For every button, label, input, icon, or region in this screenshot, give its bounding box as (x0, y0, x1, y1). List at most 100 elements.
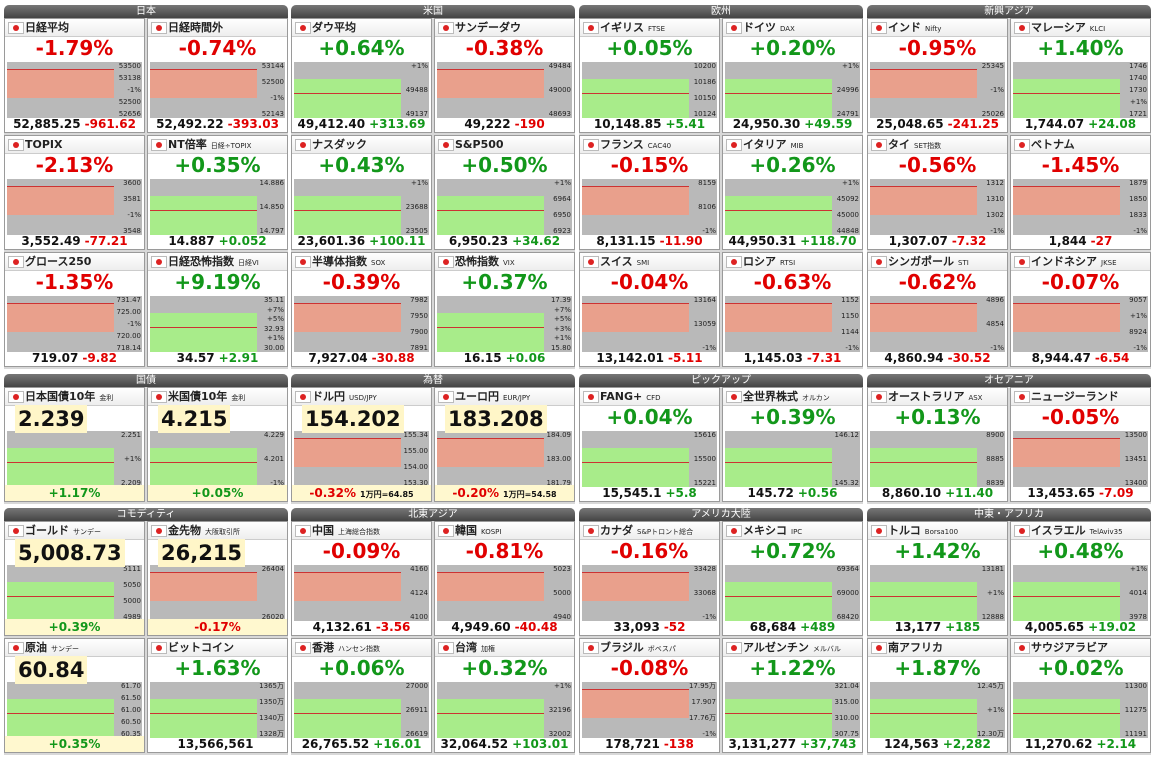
group-title: 欧州 (579, 5, 863, 18)
price: 34.57 (176, 351, 215, 365)
flag-icon (8, 391, 24, 403)
name-bar: ダウ平均 (292, 19, 431, 37)
market-cell[interactable]: マレーシア KLCI 1746 1740 1730 +1% 1721 +1.40% 1,744.… (1010, 18, 1151, 133)
market-cell[interactable]: タイ SET指数 1312 1310 1302 -1% -0.56% 1,307.07 -7.3… (867, 135, 1008, 250)
mini-chart: 321.04 315.00 310.00 307.75 (725, 682, 860, 738)
market-cell[interactable]: 香港 ハンセン指数 27000 26911 26619 +0.06% 26,765.52 +1… (291, 638, 432, 753)
market-cell[interactable]: 日経時間外 53144 52500 -1% 52143 -0.74% 52,492.22 -3… (147, 18, 288, 133)
mini-chart: 3600 3581 -1% 3548 (7, 179, 142, 235)
name-bar: ビットコイン (148, 639, 287, 657)
market-cell[interactable]: ゴールド サンデー 5111 5050 5000 4989 5,008.73 +0.39% (4, 521, 145, 636)
market-cell[interactable]: ナスダック +1% 23688 23505 +0.43% 23,601.36 +100.11 (291, 135, 432, 250)
market-cell[interactable]: イタリア MIB +1% 45092 45000 44848 +0.26% 44,950.31… (722, 135, 863, 250)
market-cell[interactable]: ビットコイン 1365万 1350万 1340万 1328万 +1.63% 13,566,5… (147, 638, 288, 753)
market-cell[interactable]: イスラエル TelAviv35 +1% 4014 3978 +0.48% 4,005.65 +… (1010, 521, 1151, 636)
axis-label: 13164 (693, 296, 716, 304)
market-cell[interactable]: 全世界株式 オルカン 146.12 145.32 +0.39% 145.72 +0.56 (722, 387, 863, 502)
mini-chart: 49484 49000 48693 (437, 62, 572, 118)
bottom-line: 8,131.15 -11.90 (580, 233, 719, 249)
price: 13,566,561 (177, 737, 254, 751)
market-cell[interactable]: サウジアラビア 11300 11275 11191 +0.02% 11,270.62 +2.… (1010, 638, 1151, 753)
axis-label: -1% (702, 227, 716, 235)
market-cell[interactable]: オーストラリア ASX 8900 8885 8839 +0.13% 8,860.10 +11.… (867, 387, 1008, 502)
market-cell[interactable]: NT倍率 日経÷TOPIX 14.886 14.850 14.797 +0.35% 14.8… (147, 135, 288, 250)
market-cell[interactable]: 中国 上海総合指数 4160 4124 4100 -0.09% 4,132.61 -3.56 (291, 521, 432, 636)
market-cell[interactable]: ユーロ円 EUR/JPY 184.09 183.00 181.79 183.208 -0.2… (434, 387, 575, 502)
axis-label: 321.04 (834, 682, 860, 690)
down-area (437, 437, 544, 468)
ref-line (725, 712, 832, 714)
ref-line (437, 326, 544, 328)
market-cell[interactable]: カナダ S&Pトロント総合 33428 33068 -1% -0.16% 33,093 -52 (579, 521, 720, 636)
market-cell[interactable]: インドネシア JKSE 9057 +1% 8924 -1% -0.07% 8,944.47 -6… (1010, 252, 1151, 367)
up-area (7, 581, 114, 621)
flag-icon (438, 525, 454, 537)
market-cell[interactable]: 日経平均 53500 53138 -1% 52500 52656 -1.79% 52,885.… (4, 18, 145, 133)
change: -77.21 (84, 234, 128, 248)
change-pct: +1.42% (894, 539, 981, 563)
market-cell[interactable]: インド Nifty 25345 -1% 25026 -0.95% 25,048.65 -241… (867, 18, 1008, 133)
market-cell[interactable]: ベトナム 1879 1850 1833 -1% -1.45% 1,844 -27 (1010, 135, 1151, 250)
market-cell[interactable]: 南アフリカ 12.45万 +1% 12.30万 +1.87% 124,563 +2,282 (867, 638, 1008, 753)
bottom-line: 23,601.36 +100.11 (292, 233, 431, 249)
market-cell[interactable]: 原油 サンデー 61.70 61.50 61.00 60.50 60.35 60.84 +0.3… (4, 638, 145, 753)
market-name: アルゼンチン メルバル (743, 639, 841, 658)
market-cell[interactable]: メキシコ IPC 69364 69000 68420 +0.72% 68,684 +489 (722, 521, 863, 636)
axis-label: +5% (554, 315, 571, 324)
flag-icon (726, 256, 742, 268)
price: 24,950.30 (732, 117, 801, 131)
market-cell[interactable]: S&P500 +1% 6964 6950 6923 +0.50% 6,950.23 +34.6… (434, 135, 575, 250)
ref-line (582, 302, 689, 304)
market-cell[interactable]: ロシア RTSI 1152 1150 1144 -1% -0.63% 1,145.03 -7.3… (722, 252, 863, 367)
market-cell[interactable]: ニュージーランド 13500 13451 13400 -0.05% 13,453.65 -7… (1010, 387, 1151, 502)
price: 3,131,277 (728, 737, 797, 751)
flag-icon (8, 642, 24, 654)
flag-icon (295, 22, 311, 34)
change: -241.25 (947, 117, 999, 131)
name-bar: インドネシア JKSE (1011, 253, 1150, 271)
market-cell[interactable]: FANG+ CFD 15616 15500 15221 +0.04% 15,545.1 +5.… (579, 387, 720, 502)
market-cell[interactable]: グロース250 731.47 725.00 -1% 720.00 718.14 -1.35%… (4, 252, 145, 367)
market-cell[interactable]: シンガポール STI 4896 4854 -1% -0.62% 4,860.94 -30.52 (867, 252, 1008, 367)
mini-chart: 146.12 145.32 (725, 431, 860, 487)
bottom-line: 26,765.52 +16.01 (292, 736, 431, 752)
market-cell[interactable]: 日本国債10年 金利 2.251 +1% 2.209 2.239 +1.17% (4, 387, 145, 502)
name-bar: 日本国債10年 金利 (5, 388, 144, 406)
market-cell[interactable]: 台湾 加権 +1% 32196 32002 +0.32% 32,064.52 +103.01 (434, 638, 575, 753)
market-cell[interactable]: イギリス FTSE 10200 10186 10150 10124 +0.05% 10,148… (579, 18, 720, 133)
market-cell[interactable]: アルゼンチン メルバル 321.04 315.00 310.00 307.75 +1.22%… (722, 638, 863, 753)
price: 1,744.07 (1024, 117, 1085, 131)
market-cell[interactable]: 金先物 大阪取引所 26404 26020 26,215 -0.17% (147, 521, 288, 636)
market-cell[interactable]: 半導体指数 SOX 7982 7950 7900 7891 -0.39% 7,927.04 -3… (291, 252, 432, 367)
market-cell[interactable]: 日経恐怖指数 日経VI 35.11 +7% +5% 32.93 +1% 30.00 +9.19%… (147, 252, 288, 367)
market-cell[interactable]: 米国債10年 金利 4.229 4.201 -1% 4.215 +0.05% (147, 387, 288, 502)
market-cell[interactable]: 韓国 KOSPI 5023 5000 4940 -0.81% 4,949.60 -40.48 (434, 521, 575, 636)
market-cell[interactable]: トルコ Borsa100 13181 +1% 12888 +1.42% 13,177 +185 (867, 521, 1008, 636)
axis-label: +1% (411, 179, 428, 187)
name-bar: 南アフリカ (868, 639, 1007, 657)
axis-label: 6964 (553, 195, 571, 203)
mini-chart: 13181 +1% 12888 (870, 565, 1005, 621)
name-bar: 韓国 KOSPI (435, 522, 574, 540)
market-cell[interactable]: ドル円 USD/JPY 155.34 155.00 154.00 153.30 154.20… (291, 387, 432, 502)
quote-value: 2.239 (15, 405, 88, 433)
bottom-line: 11,270.62 +2.14 (1011, 736, 1150, 752)
market-subname: CFD (646, 394, 661, 402)
change-pct: +0.50% (461, 153, 548, 177)
market-cell[interactable]: サンデーダウ 49484 49000 48693 -0.38% 49,222 -190 (434, 18, 575, 133)
market-cell[interactable]: ドイツ DAX +1% 24996 24791 +0.20% 24,950.30 +49.59 (722, 18, 863, 133)
market-cell[interactable]: 恐怖指数 VIX 17.39 +7% +5% +3% +1% 15.80 +0.37% 16.15… (434, 252, 575, 367)
market-cell[interactable]: スイス SMI 13164 13059 -1% -0.04% 13,142.01 -5.11 (579, 252, 720, 367)
name-bar: 半導体指数 SOX (292, 253, 431, 271)
change-pct: +0.13% (894, 405, 981, 429)
market-subname: 日経÷TOPIX (210, 142, 252, 150)
market-cell[interactable]: TOPIX 3600 3581 -1% 3548 -2.13% 3,552.49 -77.21 (4, 135, 145, 250)
market-cell[interactable]: フランス CAC40 8159 8106 -1% -0.15% 8,131.15 -11.90 (579, 135, 720, 250)
ref-line (7, 185, 114, 187)
axis-label: 61.00 (120, 706, 141, 714)
axis-label: 10200 (693, 62, 716, 70)
market-cell[interactable]: ブラジル ボベスパ 17.95万 17.907 17.76万 -1% -0.08% 178,7… (579, 638, 720, 753)
axis-label: -1% (270, 479, 284, 487)
market-cell[interactable]: ダウ平均 +1% 49488 49137 +0.64% 49,412.40 +313.69 (291, 18, 432, 133)
bottom-line: 4,132.61 -3.56 (292, 619, 431, 635)
